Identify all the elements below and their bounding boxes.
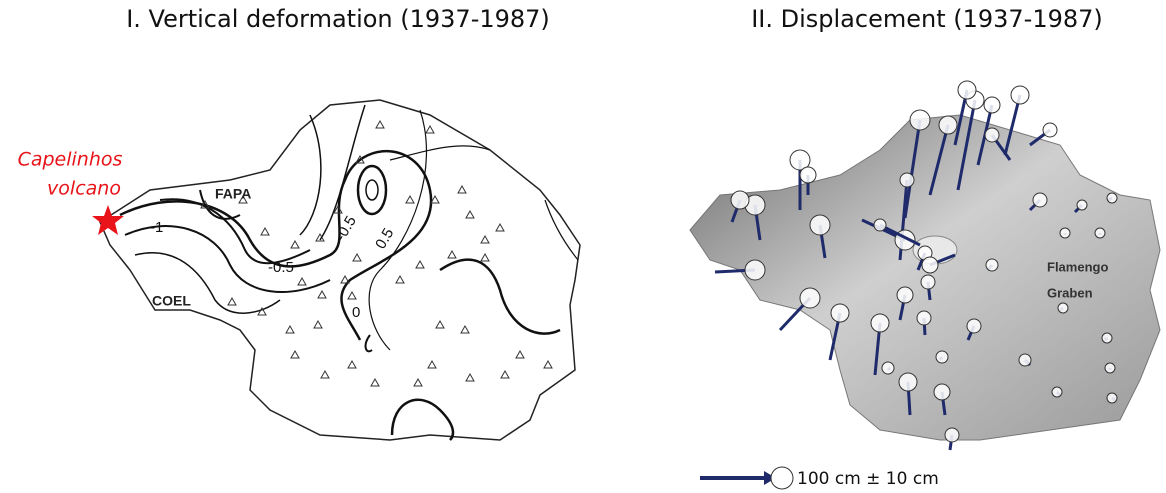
- volcano-label: volcano: [47, 178, 121, 200]
- error-ellipse: [1102, 333, 1112, 343]
- error-ellipse: [939, 116, 957, 134]
- contour-label: -1: [150, 219, 163, 236]
- contour-label: -0.5: [268, 259, 294, 276]
- error-ellipse: [1107, 393, 1117, 403]
- error-ellipse: [958, 81, 976, 99]
- error-ellipse: [936, 351, 948, 363]
- error-ellipse: [1052, 387, 1062, 397]
- error-ellipse: [1105, 363, 1115, 373]
- error-ellipse: [899, 373, 917, 391]
- error-ellipse: [1095, 228, 1105, 238]
- error-ellipse: [921, 275, 935, 289]
- error-ellipse: [800, 167, 816, 183]
- error-ellipse: [1043, 123, 1057, 137]
- site-label: COEL: [152, 293, 191, 309]
- region-label: Flamengo: [1047, 259, 1108, 274]
- legend-label: 100 cm ± 10 cm: [797, 469, 939, 489]
- error-ellipse: [986, 259, 998, 271]
- error-ellipse: [1107, 193, 1117, 203]
- figure: I. Vertical deformation (1937-1987) Cape…: [0, 0, 1166, 493]
- error-ellipse: [874, 219, 886, 231]
- error-ellipse: [984, 97, 1000, 113]
- panel-title: II. Displacement (1937-1987): [751, 5, 1103, 33]
- error-ellipse: [831, 304, 849, 322]
- error-ellipse: [1019, 354, 1031, 366]
- legend-ellipse: [771, 467, 793, 489]
- error-ellipse: [922, 257, 938, 273]
- error-ellipse: [1077, 200, 1087, 210]
- error-ellipse: [800, 288, 820, 308]
- error-ellipse: [731, 191, 749, 209]
- error-ellipse: [985, 128, 999, 142]
- site-label: FAPA: [215, 186, 251, 202]
- error-ellipse: [1033, 193, 1047, 207]
- error-ellipse: [810, 215, 830, 235]
- error-ellipse: [945, 428, 959, 442]
- error-ellipse: [1058, 303, 1068, 313]
- error-ellipse: [871, 314, 889, 332]
- error-ellipse: [882, 362, 894, 374]
- error-ellipse: [1060, 228, 1070, 238]
- contour-label: 0: [352, 304, 360, 321]
- island-outline: [100, 100, 580, 440]
- error-ellipse: [967, 319, 981, 333]
- error-ellipse: [917, 311, 931, 325]
- error-ellipse: [934, 384, 950, 400]
- error-ellipse: [745, 260, 765, 280]
- panel-title: I. Vertical deformation (1937-1987): [126, 5, 550, 33]
- error-ellipse: [1011, 86, 1029, 104]
- error-ellipse: [910, 110, 930, 130]
- error-ellipse: [897, 287, 913, 303]
- volcano-label: Capelinhos: [18, 149, 123, 171]
- region-label: Graben: [1047, 285, 1093, 300]
- error-ellipse: [900, 173, 914, 187]
